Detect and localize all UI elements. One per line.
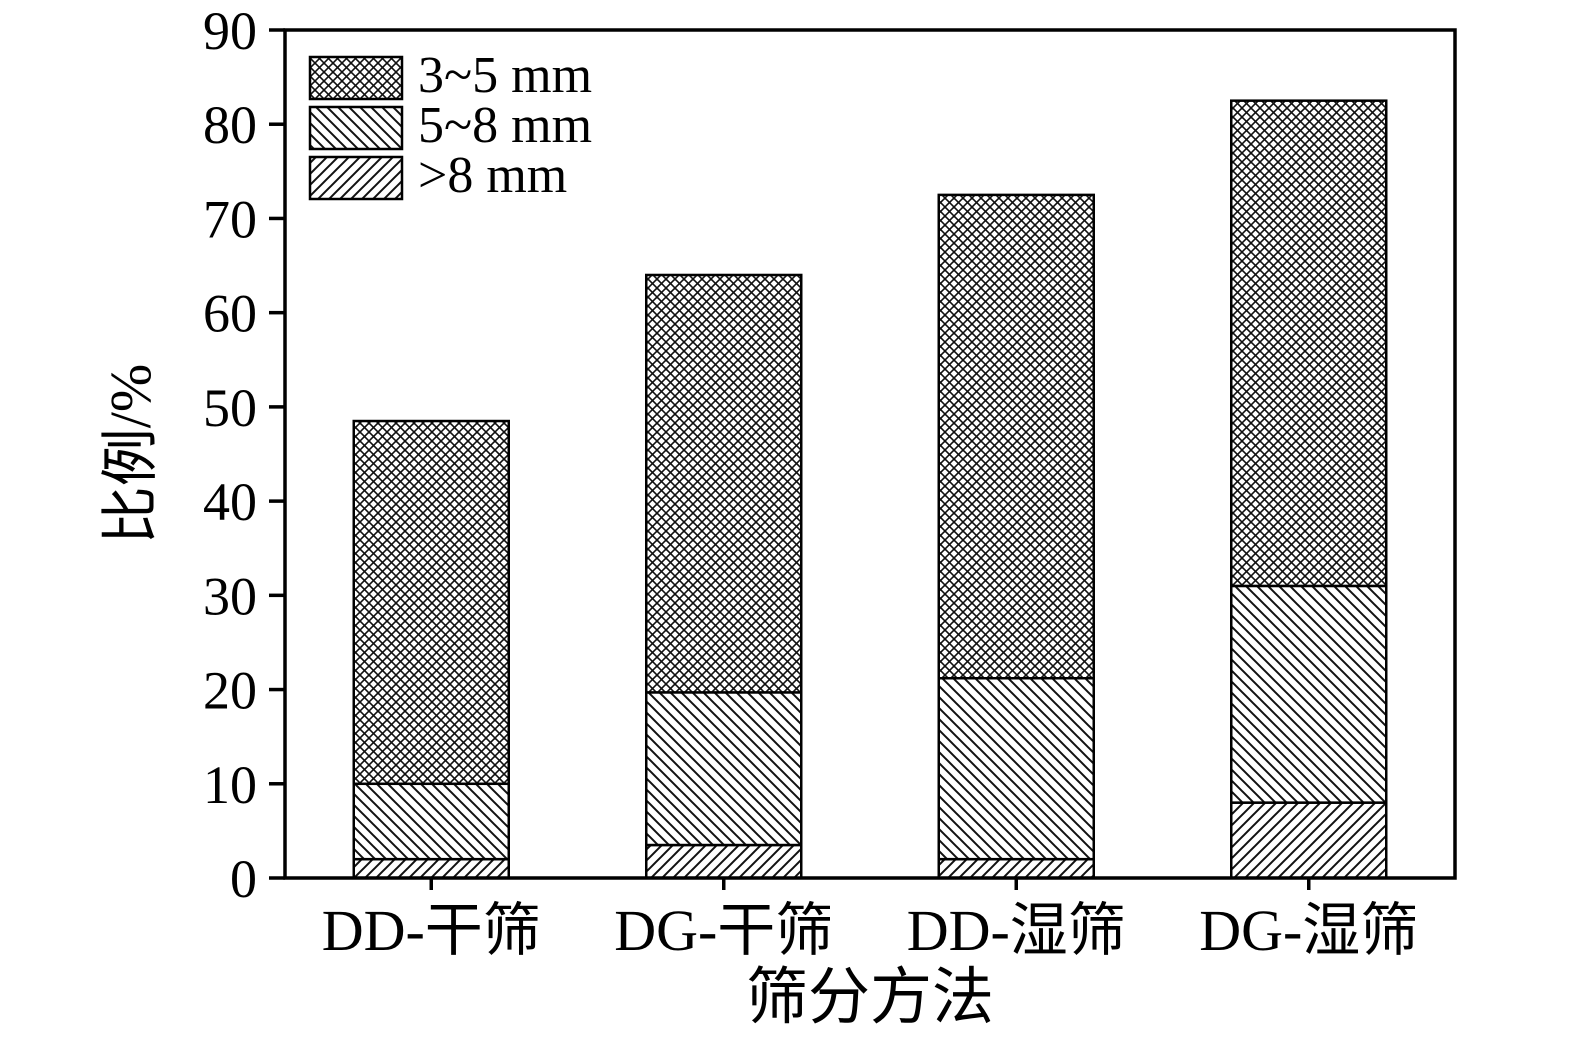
y-tick-label: 80: [203, 95, 257, 155]
x-axis-title: 筛分方法: [746, 964, 994, 1032]
y-tick-label: 60: [203, 284, 257, 344]
bar-segment-4: [1230, 584, 1388, 804]
x-category-label: DD-干筛: [322, 898, 541, 963]
x-category-label: DG-湿筛: [1199, 898, 1418, 963]
plot-area: 0 10 20 30 40 50 60 70 80 90 DD-干筛 DG-干筛 DD-湿筛 DG-湿筛 比…: [98, 1, 1457, 1032]
legend-swatch: [308, 105, 404, 151]
y-tick-label: 70: [203, 189, 257, 249]
bar-segment-2: [645, 273, 803, 694]
y-tick-label: 10: [203, 755, 257, 815]
bar-segment-1: [352, 419, 510, 786]
y-axis-title: 比例/%: [98, 364, 163, 544]
bar-segment-4: [1230, 99, 1388, 588]
x-category-label: DD-湿筛: [907, 898, 1126, 963]
y-tick-label: 30: [203, 566, 257, 626]
legend-swatch: [308, 155, 404, 201]
bar-segment-3: [937, 193, 1095, 680]
axes-frame: [283, 28, 1457, 880]
y-tick-label: 90: [203, 1, 257, 61]
y-tick-label: 20: [203, 661, 257, 721]
legend-label: >8 mm: [418, 147, 567, 204]
bar-segment-2: [645, 691, 803, 847]
bar-segment-2: [645, 843, 803, 880]
bar-segment-3: [937, 857, 1095, 880]
legend-label: 3~5 mm: [418, 47, 592, 104]
bar-segment-3: [937, 676, 1095, 861]
legend-swatch: [308, 55, 404, 101]
y-tick-label: 50: [203, 378, 257, 438]
legend-label: 5~8 mm: [418, 97, 592, 154]
bar-segment-1: [352, 857, 510, 880]
bar-segment-4: [1230, 801, 1388, 880]
y-tick-label: 40: [203, 472, 257, 532]
bar-segment-1: [352, 782, 510, 861]
x-category-label: DG-干筛: [614, 898, 833, 963]
y-tick-label: 0: [230, 849, 257, 909]
